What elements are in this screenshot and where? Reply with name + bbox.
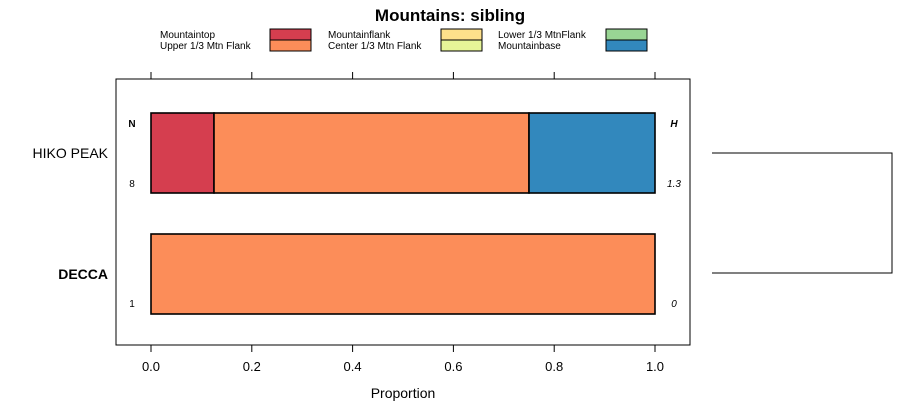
bar-segment: [150, 233, 656, 315]
h-value: 1.3: [667, 179, 681, 190]
category-label: HIKO PEAK: [33, 145, 109, 161]
n-column-header: N: [128, 119, 135, 130]
legend-swatch: [605, 39, 648, 52]
h-column-header: H: [670, 119, 678, 130]
x-tick-label: 1.0: [646, 359, 664, 374]
dendrogram: [712, 152, 893, 274]
h-value: 0: [671, 299, 677, 310]
bar-segment: [528, 112, 656, 194]
legend-label: Mountainflank: [328, 30, 391, 41]
x-tick-label: 0.0: [142, 359, 160, 374]
n-value: 8: [129, 179, 135, 190]
category-label: DECCA: [58, 266, 108, 282]
legend-label: Mountainbase: [498, 41, 561, 52]
category-labels: HIKO PEAK DECCA: [33, 145, 109, 282]
side-columns: N H 8 1.3 1 0: [128, 119, 681, 310]
legend-label: Upper 1/3 Mtn Flank: [160, 41, 252, 52]
x-tick-label: 0.4: [344, 359, 362, 374]
chart-title: Mountains: sibling: [375, 6, 525, 25]
x-axis: 0.0 0.2 0.4 0.6 0.8 1.0: [142, 72, 664, 374]
legend-swatch: [605, 28, 648, 41]
x-tick-label: 0.6: [444, 359, 462, 374]
legend-label: Lower 1/3 MtnFlank: [498, 30, 587, 41]
legend-swatch: [269, 39, 312, 52]
x-axis-label: Proportion: [371, 385, 436, 401]
legend-swatch: [269, 28, 312, 41]
n-value: 1: [129, 299, 135, 310]
bar-segment: [213, 112, 530, 194]
bar-segment: [150, 112, 215, 194]
legend-label: Center 1/3 Mtn Flank: [328, 41, 422, 52]
legend-swatch: [440, 39, 483, 52]
x-tick-label: 0.2: [243, 359, 261, 374]
x-tick-label: 0.8: [545, 359, 563, 374]
dendrogram-branch: [712, 152, 893, 274]
legend-swatch: [440, 28, 483, 41]
bars: [150, 112, 656, 315]
legend-label: Mountaintop: [160, 30, 215, 41]
plot-frame: [115, 78, 691, 346]
